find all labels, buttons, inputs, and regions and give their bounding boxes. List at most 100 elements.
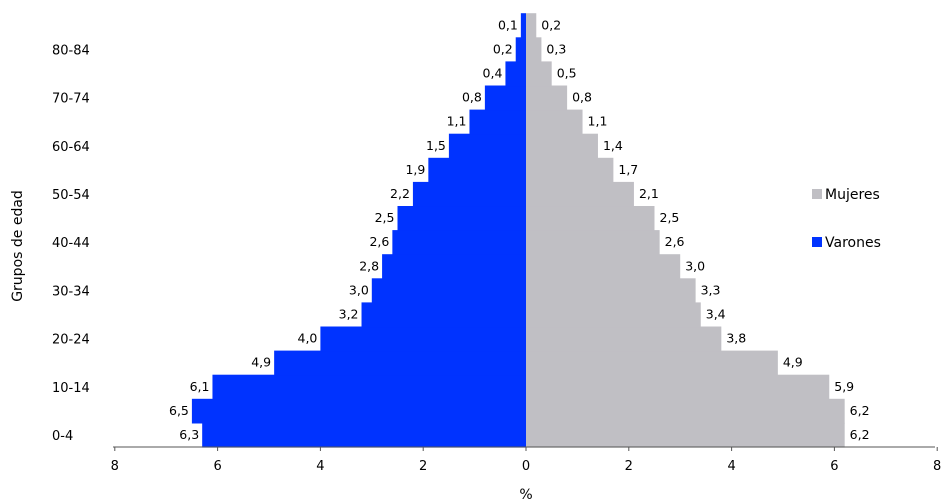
female-value-label: 2,1 <box>639 186 659 201</box>
male-value-label: 2,8 <box>359 258 379 273</box>
male-bar-20-24 <box>320 326 526 352</box>
x-tick-label: 8 <box>933 459 941 474</box>
male-bar-85+ <box>520 13 526 38</box>
male-bar-40-44 <box>392 230 526 255</box>
male-bar-25-29 <box>361 302 526 328</box>
male-value-label: 2,6 <box>369 234 389 249</box>
y-tick-label: 60-64 <box>52 140 90 155</box>
male-bar-50-54 <box>412 181 526 207</box>
female-bar-25-29 <box>526 302 701 328</box>
legend-label-mujeres: Mujeres <box>825 187 880 203</box>
female-bar-15-19 <box>526 350 778 376</box>
female-value-label: 3,0 <box>685 258 705 273</box>
male-bar-45-49 <box>397 206 526 231</box>
y-tick-label: 70-74 <box>52 92 90 107</box>
female-bar-35-39 <box>526 254 681 279</box>
legend-swatch-mujeres <box>812 189 822 199</box>
x-tick-label: 4 <box>316 459 324 474</box>
female-bar-65-69 <box>526 109 583 135</box>
female-bar-80-84 <box>526 37 542 62</box>
y-tick-label: 50-54 <box>52 188 90 203</box>
female-bar-20-24 <box>526 326 722 352</box>
male-bar-65-69 <box>469 109 526 135</box>
x-tick-label: 8 <box>111 459 119 474</box>
female-value-label: 1,1 <box>588 114 608 129</box>
male-bar-75-79 <box>505 61 526 87</box>
y-tick-label: 30-34 <box>52 284 90 299</box>
male-bar-10-14 <box>212 374 526 400</box>
x-tick-label: 0 <box>522 459 530 474</box>
female-bar-10-14 <box>526 374 830 400</box>
female-value-label: 2,6 <box>665 234 685 249</box>
male-bar-80-84 <box>515 37 526 62</box>
female-value-label: 0,3 <box>546 41 566 56</box>
male-value-label: 6,3 <box>179 427 199 442</box>
x-tick-label: 6 <box>213 459 221 474</box>
female-value-label: 3,8 <box>726 331 746 346</box>
female-value-label: 6,2 <box>850 403 870 418</box>
male-bar-30-34 <box>371 278 526 303</box>
x-axis-title: % <box>519 487 532 503</box>
male-bar-0-4 <box>202 422 526 448</box>
male-value-label: 4,0 <box>298 331 318 346</box>
female-value-label: 0,2 <box>541 17 561 32</box>
y-tick-label: 10-14 <box>52 381 90 396</box>
male-bar-5-9 <box>191 398 526 424</box>
male-value-label: 1,1 <box>447 114 467 129</box>
legend-swatch-varones <box>812 237 822 247</box>
female-value-label: 5,9 <box>834 379 854 394</box>
female-value-label: 1,7 <box>618 162 638 177</box>
male-bar-60-64 <box>448 133 526 159</box>
male-value-label: 0,4 <box>483 65 503 80</box>
female-value-label: 3,3 <box>701 282 721 297</box>
x-tick-label: 2 <box>625 459 633 474</box>
male-value-label: 6,1 <box>190 379 210 394</box>
male-value-label: 1,9 <box>405 162 425 177</box>
x-tick-label: 2 <box>419 459 427 474</box>
female-bar-55-59 <box>526 157 614 183</box>
female-value-label: 2,5 <box>660 210 680 225</box>
male-value-label: 6,5 <box>169 403 189 418</box>
male-value-label: 0,1 <box>498 17 518 32</box>
x-axis-ticks: 8 6 4 2 0 2 4 6 8 <box>111 447 941 474</box>
female-value-label: 0,8 <box>572 90 592 105</box>
y-axis-title: Grupos de edad <box>10 190 26 302</box>
female-bar-5-9 <box>526 398 845 424</box>
female-bar-0-4 <box>526 422 845 448</box>
female-value-label: 4,9 <box>783 355 803 370</box>
female-bar-70-74 <box>526 85 568 111</box>
female-bar-40-44 <box>526 230 660 255</box>
female-bar-75-79 <box>526 61 552 87</box>
male-value-label: 0,2 <box>493 41 513 56</box>
y-axis-ticks: 0-4 10-14 20-24 30-34 40-44 50-54 60-64 70-74 80… <box>52 43 90 444</box>
legend: Mujeres Varones <box>812 187 881 251</box>
male-bar-35-39 <box>382 254 526 279</box>
female-value-label: 6,2 <box>850 427 870 442</box>
x-tick-label: 4 <box>727 459 735 474</box>
male-value-label: 1,5 <box>426 138 446 153</box>
x-tick-label: 6 <box>830 459 838 474</box>
y-tick-label: 40-44 <box>52 236 90 251</box>
male-value-label: 4,9 <box>251 355 271 370</box>
male-value-label: 2,2 <box>390 186 410 201</box>
y-tick-label: 20-24 <box>52 333 90 348</box>
male-value-label: 0,8 <box>462 90 482 105</box>
female-value-label: 1,4 <box>603 138 623 153</box>
male-bar-70-74 <box>484 85 526 111</box>
legend-label-varones: Varones <box>825 235 881 251</box>
male-value-label: 2,5 <box>375 210 395 225</box>
female-bar-85+ <box>526 13 537 38</box>
female-bars <box>526 13 845 448</box>
data-labels: 6,3 6,2 6,5 6,2 6,1 5,9 4,9 4,9 4,0 3,8 3,2 3,4 3,0 3… <box>169 17 870 442</box>
female-bar-30-34 <box>526 278 696 303</box>
y-tick-label: 0-4 <box>52 429 73 444</box>
y-tick-label: 80-84 <box>52 43 90 58</box>
male-value-label: 3,2 <box>339 306 359 321</box>
female-value-label: 0,5 <box>557 65 577 80</box>
female-bar-45-49 <box>526 206 655 231</box>
male-bar-55-59 <box>428 157 526 183</box>
female-bar-50-54 <box>526 181 634 207</box>
male-bar-15-19 <box>274 350 526 376</box>
male-value-label: 3,0 <box>349 282 369 297</box>
